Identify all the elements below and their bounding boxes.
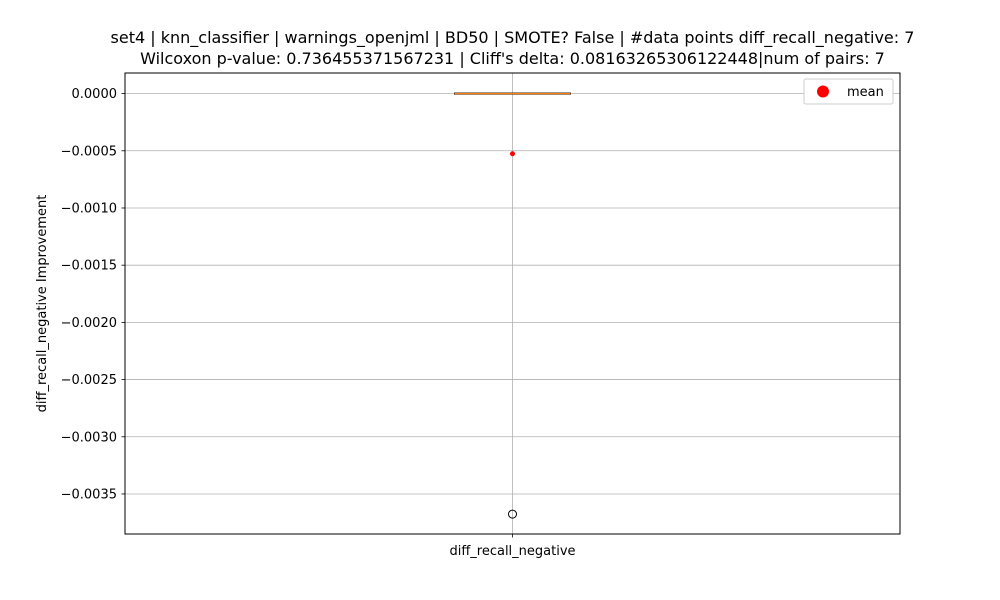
chart-title-line-1: set4 | knn_classifier | warnings_openjml… (111, 28, 915, 48)
y-axis-label: diff_recall_negative Improvement (35, 195, 50, 413)
y-tick-label: −0.0035 (61, 487, 117, 502)
y-tick-label: −0.0010 (61, 201, 117, 216)
y-tick-label: −0.0020 (61, 316, 117, 331)
y-tick-label: −0.0025 (61, 373, 117, 388)
legend-mean-marker (817, 86, 829, 98)
y-tick-label: 0.0000 (72, 87, 118, 102)
y-tick-label: −0.0030 (61, 430, 117, 445)
legend-mean-label: mean (847, 85, 884, 100)
legend: mean (804, 79, 893, 104)
y-tick-label: −0.0015 (61, 259, 117, 274)
y-tick-label: −0.0005 (61, 144, 117, 159)
chart-title-line-2: Wilcoxon p-value: 0.736455371567231 | Cl… (140, 49, 885, 68)
mean-point (510, 151, 515, 156)
x-tick-label: diff_recall_negative (449, 544, 575, 559)
